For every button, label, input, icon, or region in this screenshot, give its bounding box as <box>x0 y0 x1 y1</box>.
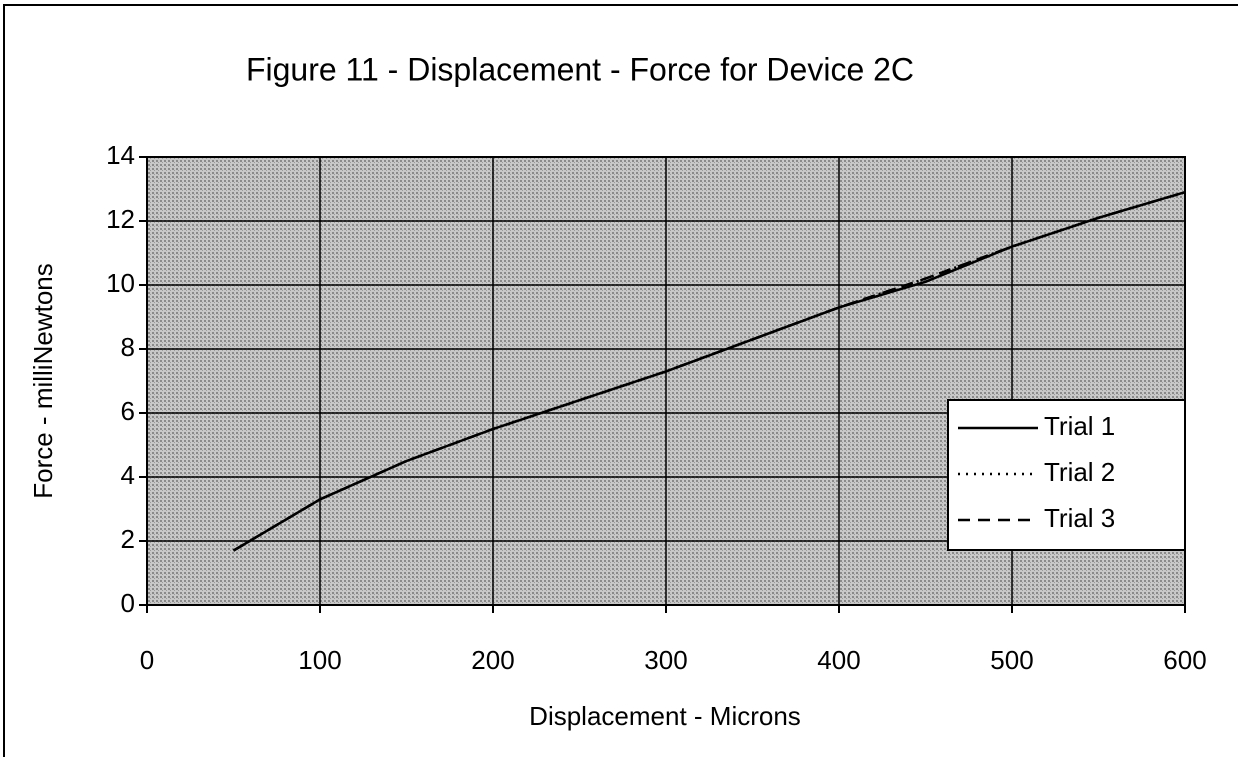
y-tick-label: 8 <box>121 332 135 362</box>
x-tick-label: 100 <box>298 645 341 675</box>
y-tick-label: 14 <box>106 140 135 170</box>
y-tick-label: 10 <box>106 268 135 298</box>
y-axis-label: Force - milliNewtons <box>28 263 58 499</box>
y-tick-label: 0 <box>121 588 135 618</box>
x-tick-label: 200 <box>471 645 514 675</box>
y-tick-label: 6 <box>121 396 135 426</box>
x-tick-label: 500 <box>990 645 1033 675</box>
legend-label: Trial 1 <box>1044 411 1115 441</box>
chart-title: Figure 11 - Displacement - Force for Dev… <box>246 51 914 87</box>
x-axis-label: Displacement - Microns <box>529 701 801 731</box>
x-tick-label: 400 <box>817 645 860 675</box>
legend-box <box>947 399 1186 551</box>
y-tick-label: 4 <box>121 460 135 490</box>
x-tick-label: 0 <box>140 645 154 675</box>
y-tick-label: 12 <box>106 204 135 234</box>
legend-label: Trial 3 <box>1044 503 1115 533</box>
x-tick-label: 600 <box>1163 645 1206 675</box>
frame <box>3 4 1238 757</box>
y-tick-label: 2 <box>121 524 135 554</box>
x-tick-label: 300 <box>644 645 687 675</box>
series-line <box>232 191 1186 552</box>
legend-label: Trial 2 <box>1044 457 1115 487</box>
